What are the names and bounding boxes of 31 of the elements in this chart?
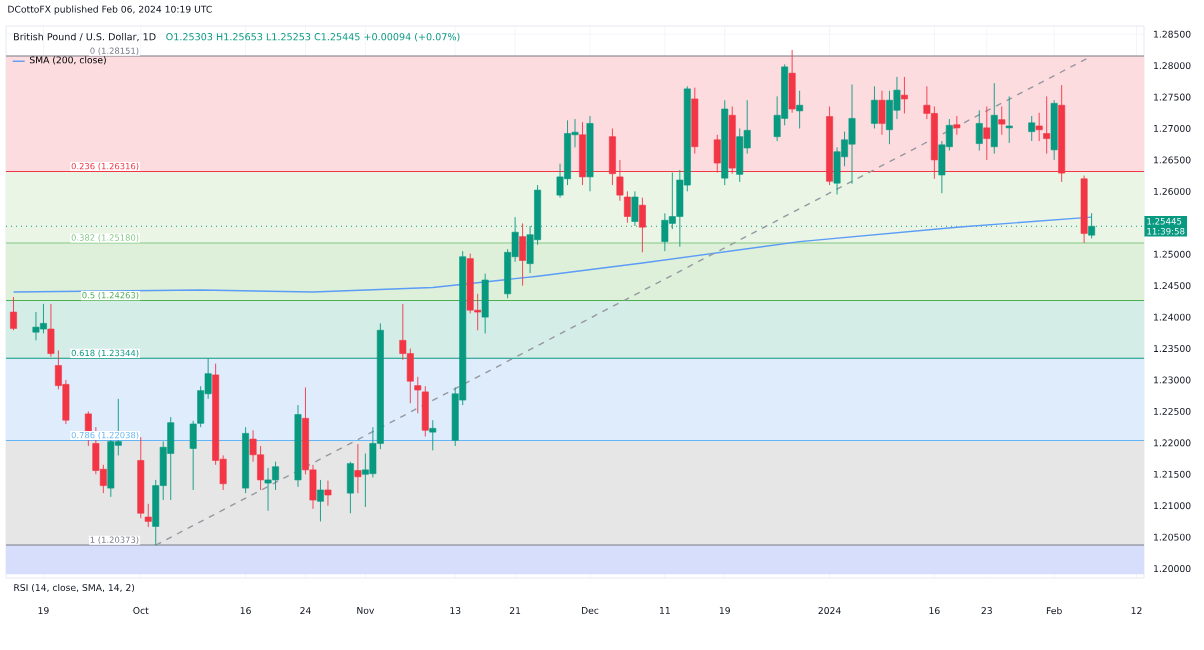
candlestick [998,106,1006,136]
candlestick [1005,95,1013,144]
candlestick [871,85,878,129]
candlestick [990,82,998,155]
candlestick [975,109,983,151]
candlestick [638,197,646,253]
candlestick [1028,115,1036,142]
candlestick [983,106,991,161]
candlestick [788,49,796,114]
candlestick [354,443,362,494]
candlestick [691,87,699,155]
candlestick [953,115,961,136]
candlestick [519,222,527,287]
candlestick [421,385,429,437]
candlestick [317,479,324,522]
candlestick [481,273,489,334]
candlestick [848,84,856,185]
candlestick [346,461,354,514]
line-series [12,216,1093,293]
candlestick [900,76,908,114]
candlestick [10,296,17,331]
candlestick [1050,99,1058,161]
candlestick [40,303,47,334]
candlestick [1043,95,1051,155]
candlestick [167,416,175,501]
candlestick [429,419,437,451]
candlestick [32,311,40,341]
candlestick [264,467,272,512]
candlestick [324,480,332,507]
candlestick [796,90,804,129]
candlestick [878,90,886,136]
